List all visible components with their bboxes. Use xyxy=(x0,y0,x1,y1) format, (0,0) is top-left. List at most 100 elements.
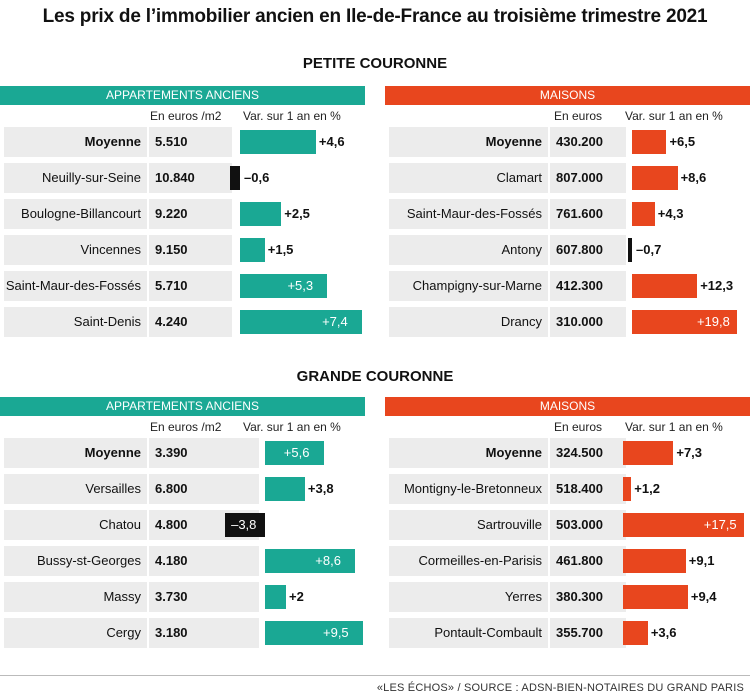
column-headers: En euros Var. sur 1 an en % xyxy=(385,416,750,438)
city-cell-bg xyxy=(389,510,548,540)
variation-label: +17,5 xyxy=(703,517,737,532)
variation-label: +8,6 xyxy=(315,553,341,568)
price-value: 4.180 xyxy=(155,553,188,568)
chart-title: Les prix de l’immobilier ancien en Ile-d… xyxy=(42,6,708,27)
city-cell-bg xyxy=(4,199,147,229)
price-value: 761.600 xyxy=(556,206,603,221)
city-label: Champigny-sur-Marne xyxy=(412,278,542,293)
bar xyxy=(632,202,655,226)
variation-label: +7,3 xyxy=(676,445,703,460)
bar xyxy=(623,441,674,465)
price-column-header: En euros xyxy=(554,420,603,434)
variation-label: +7,4 xyxy=(322,314,348,329)
panel-petite-couronne-maisons: MAISONS En euros Var. sur 1 an en % Moyenne… xyxy=(385,86,750,337)
city-cell-bg xyxy=(389,307,548,337)
city-label: Moyenne xyxy=(84,134,141,149)
price-value: 430.200 xyxy=(556,134,603,149)
variation-label: +2 xyxy=(289,589,304,604)
table-row: Boulogne-Billancourt 9.220 +2,5 xyxy=(0,199,365,229)
price-value: 518.400 xyxy=(556,481,603,496)
variation-label: +8,6 xyxy=(680,170,707,185)
table-row: Chatou 4.800 –3,8 xyxy=(0,510,365,540)
price-value: 807.000 xyxy=(556,170,603,185)
city-cell-bg xyxy=(4,235,147,265)
bar xyxy=(632,130,667,154)
price-cell-bg xyxy=(550,474,626,504)
city-cell-bg xyxy=(4,510,147,540)
city-label: Yerres xyxy=(504,589,542,604)
city-label: Saint-Maur-des-Fossés xyxy=(5,278,141,293)
city-label: Neuilly-sur-Seine xyxy=(42,170,141,185)
bar xyxy=(265,549,356,573)
city-cell-bg xyxy=(4,127,147,157)
bar xyxy=(265,585,286,609)
table-row: Pontault-Combault 355.700 +3,6 xyxy=(385,618,750,648)
bar xyxy=(623,549,686,573)
variation-label: +6,5 xyxy=(669,134,696,149)
variation-label: +5,6 xyxy=(283,445,310,460)
city-label: Vincennes xyxy=(80,242,141,257)
panel-grande-couronne-appartements: APPARTEMENTS ANCIENS En euros /m2 Var. sur… xyxy=(0,397,365,648)
variation-label: +19,8 xyxy=(696,314,730,329)
bar xyxy=(240,310,363,334)
price-cell-bg xyxy=(149,235,232,265)
city-cell-bg xyxy=(389,438,548,468)
price-cell-bg xyxy=(149,474,259,504)
price-cell-bg xyxy=(149,618,259,648)
table-row: Saint-Maur-des-Fossés 5.710 +5,3 xyxy=(0,271,365,301)
city-cell-bg xyxy=(4,618,147,648)
table-row: Cergy 3.180 +9,5 xyxy=(0,618,365,648)
bar xyxy=(623,513,744,537)
table-row: Sartrouville 503.000 +17,5 xyxy=(385,510,750,540)
panel-header: MAISONS xyxy=(385,397,750,416)
bar xyxy=(623,477,632,501)
city-cell-bg xyxy=(389,235,548,265)
city-label: Boulogne-Billancourt xyxy=(21,206,141,221)
city-label: Antony xyxy=(501,242,542,257)
average-row: Moyenne 3.390 +5,6 xyxy=(0,438,365,468)
variation-column-header: Var. sur 1 an en % xyxy=(243,109,341,123)
table-row: Yerres 380.300 +9,4 xyxy=(385,582,750,612)
price-cell-bg xyxy=(550,163,626,193)
price-value: 10.840 xyxy=(155,170,195,185)
price-cell-bg xyxy=(149,582,259,612)
bar xyxy=(240,202,282,226)
city-cell-bg xyxy=(389,618,548,648)
city-label: Massy xyxy=(103,589,141,604)
price-cell-bg xyxy=(149,127,232,157)
table-row: Drancy 310.000 +19,8 xyxy=(385,307,750,337)
price-value: 9.220 xyxy=(155,206,188,221)
table-row: Champigny-sur-Marne 412.300 +12,3 xyxy=(385,271,750,301)
price-cell-bg xyxy=(149,271,232,301)
price-value: 4.240 xyxy=(155,314,188,329)
price-cell-bg xyxy=(149,307,232,337)
variation-label: –3,8 xyxy=(231,517,257,532)
city-cell-bg xyxy=(4,438,147,468)
city-label: Sartrouville xyxy=(476,517,542,532)
table-row: Neuilly-sur-Seine 10.840 –0,6 xyxy=(0,163,365,193)
bar xyxy=(240,274,328,298)
table-row: Vincennes 9.150 +1,5 xyxy=(0,235,365,265)
city-cell-bg xyxy=(389,474,548,504)
price-cell-bg xyxy=(550,307,626,337)
price-value: 4.800 xyxy=(155,517,188,532)
variation-label: +1,5 xyxy=(267,242,294,257)
variation-label: +1,2 xyxy=(634,481,660,496)
variation-label: +3,8 xyxy=(307,481,334,496)
city-cell-bg xyxy=(4,307,147,337)
table-row: Clamart 807.000 +8,6 xyxy=(385,163,750,193)
price-value: 3.180 xyxy=(155,625,188,640)
bar xyxy=(623,585,688,609)
variation-label: +9,1 xyxy=(688,553,715,568)
city-label: Chatou xyxy=(99,517,141,532)
bar xyxy=(632,274,698,298)
city-cell-bg xyxy=(4,271,147,301)
city-label: Saint-Maur-des-Fossés xyxy=(406,206,542,221)
negative-bar xyxy=(230,166,240,190)
city-label: Saint-Denis xyxy=(73,314,141,329)
city-label: Clamart xyxy=(496,170,542,185)
price-value: 607.800 xyxy=(556,242,603,257)
price-cell-bg xyxy=(550,582,626,612)
bar xyxy=(623,621,648,645)
price-value: 3.390 xyxy=(155,445,188,460)
